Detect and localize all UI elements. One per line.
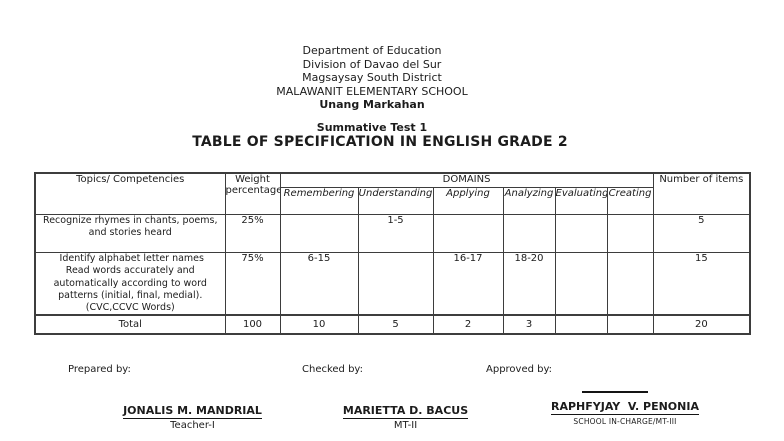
checked-name: MARIETTA D. BACUS — [342, 404, 469, 419]
table-header-row-domains: Remembering Understanding Applying Analy… — [35, 187, 750, 215]
header-domain-creating: Creating — [606, 187, 654, 215]
document-subtitle: Summative Test 1 — [316, 121, 428, 134]
creating-cell — [606, 214, 654, 253]
header-domain-evaluating: Evaluating — [554, 187, 608, 215]
total-understanding: 5 — [357, 314, 434, 335]
header-domain-understanding: Understanding — [357, 187, 434, 215]
evaluating-cell — [554, 214, 608, 253]
total-label: Total — [34, 314, 226, 335]
prepared-by-label: Prepared by: — [68, 364, 131, 375]
understanding-cell — [357, 252, 434, 316]
letterhead-line-quarter: Unang Markahan — [319, 98, 425, 111]
header-topics: Topics/ Competencies — [34, 172, 226, 215]
header-domain-remembering: Remembering — [279, 187, 359, 215]
total-analyzing: 3 — [502, 314, 556, 335]
table-row: Identify alphabet letter names Read word… — [34, 252, 751, 316]
header-weight-percentage: Weight percentage — [224, 172, 281, 215]
approved-signature-block: RAPHFYJAY V. PENONIA SCHOOL IN-CHARGE/MT… — [535, 391, 715, 426]
analyzing-cell — [502, 214, 556, 253]
analyzing-cell: 18-20 — [502, 252, 556, 316]
table-row: Recognize rhymes in chants, poems, and s… — [34, 214, 751, 253]
header-domain-applying: Applying — [432, 187, 504, 215]
page-title: TABLE OF SPECIFICATION IN ENGLISH GRADE … — [192, 134, 568, 150]
applying-cell — [432, 214, 504, 253]
header-domains-group: DOMAINS — [279, 172, 654, 188]
checked-signature-block: MARIETTA D. BACUS MT-II — [318, 399, 493, 431]
weight-cell: 25% — [224, 214, 281, 253]
total-creating — [606, 314, 654, 335]
items-cell: 5 — [652, 214, 751, 253]
creating-cell — [606, 252, 654, 316]
letterhead-line-district: Magsaysay South District — [302, 71, 442, 84]
approved-by-label: Approved by: — [486, 364, 553, 375]
letterhead-line-school: MALAWANIT ELEMENTARY SCHOOL — [276, 84, 468, 98]
header-number-of-items: Number of items — [652, 172, 751, 215]
topic-cell: Recognize rhymes in chants, poems, and s… — [34, 214, 226, 253]
approved-title: SCHOOL IN-CHARGE/MT-III — [573, 417, 677, 426]
letterhead-line-division: Division of Davao del Sur — [302, 57, 442, 71]
total-evaluating — [554, 314, 608, 335]
checked-title: MT-II — [393, 420, 418, 431]
items-cell: 15 — [652, 252, 751, 316]
signature-line — [582, 391, 648, 393]
specification-table: Topics/ Competencies Weight percentage D… — [34, 172, 752, 336]
letterhead-line-department: Department of Education — [302, 44, 442, 57]
letterhead: Department of Education Division of Dava… — [0, 44, 744, 112]
total-remembering: 10 — [279, 314, 359, 335]
table-total-row: Total 100 10 5 2 3 20 — [34, 314, 751, 335]
applying-cell: 16-17 — [432, 252, 504, 316]
total-weight: 100 — [224, 314, 281, 335]
prepared-name: JONALIS M. MANDRIAL — [123, 404, 262, 419]
understanding-cell: 1-5 — [357, 214, 434, 253]
approved-name: RAPHFYJAY V. PENONIA — [551, 400, 699, 415]
evaluating-cell — [554, 252, 608, 316]
remembering-cell — [279, 214, 359, 253]
header-domain-analyzing: Analyzing — [502, 187, 556, 215]
table-header-row-domains-group: Topics/ Competencies Weight percentage D… — [34, 172, 751, 215]
remembering-cell: 6-15 — [279, 252, 359, 316]
weight-cell: 75% — [224, 252, 281, 316]
total-items: 20 — [652, 314, 751, 335]
topic-cell: Identify alphabet letter names Read word… — [34, 252, 226, 316]
prepared-signature-block: JONALIS M. MANDRIAL Teacher-I — [100, 399, 285, 431]
total-applying: 2 — [432, 314, 504, 335]
prepared-title: Teacher-I — [170, 420, 215, 431]
checked-by-label: Checked by: — [302, 364, 363, 375]
